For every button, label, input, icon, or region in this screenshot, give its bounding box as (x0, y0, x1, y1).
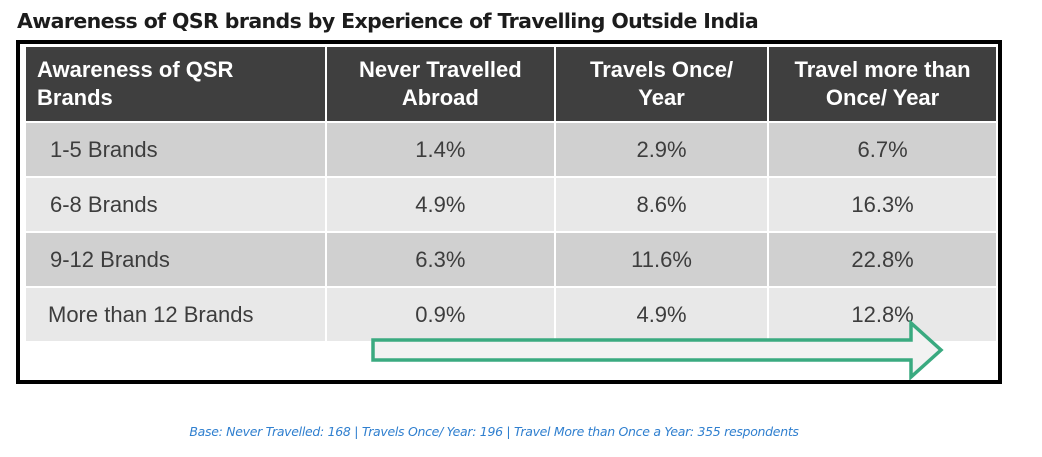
cell-never-travelled: 0.9% (326, 288, 554, 341)
table-row: 9-12 Brands 6.3% 11.6% 22.8% (26, 233, 996, 286)
cell-never-travelled: 6.3% (326, 233, 554, 286)
header-travel-more: Travel more than Once/ Year (769, 47, 996, 121)
header-travels-once: Travels Once/ Year (555, 47, 768, 121)
cell-travels-once: 8.6% (555, 178, 768, 231)
cell-travels-once: 4.9% (555, 288, 768, 341)
cell-travels-once: 2.9% (555, 123, 768, 176)
table-row: 6-8 Brands 4.9% 8.6% 16.3% (26, 178, 996, 231)
cell-travel-more: 16.3% (769, 178, 996, 231)
header-never-travelled-line2: Abroad (401, 85, 479, 110)
cell-travels-once: 11.6% (555, 233, 768, 286)
header-travels-once-line2: Year (638, 85, 685, 110)
table-row: More than 12 Brands 0.9% 4.9% 12.8% (26, 288, 996, 341)
header-travel-more-line2: Once/ Year (825, 85, 940, 110)
base-footnote: Base: Never Travelled: 168 | Travels Onc… (189, 424, 799, 439)
header-never-travelled-line1: Never Travelled (358, 57, 522, 82)
row-label: 1-5 Brands (26, 123, 325, 176)
row-label: 6-8 Brands (26, 178, 325, 231)
header-never-travelled: Never Travelled Abroad (326, 47, 554, 121)
table-frame: Awareness of QSR Brands Never Travelled … (16, 40, 1002, 384)
header-awareness-line2: Brands (37, 85, 113, 110)
header-travels-once-line1: Travels Once/ (589, 57, 734, 82)
right-arrow-icon (371, 320, 944, 380)
header-travel-more-line1: Travel more than (794, 57, 971, 82)
cell-travel-more: 12.8% (769, 288, 996, 341)
awareness-table: Awareness of QSR Brands Never Travelled … (24, 45, 998, 343)
header-awareness: Awareness of QSR Brands (26, 47, 325, 121)
row-label: More than 12 Brands (26, 288, 325, 341)
cell-never-travelled: 1.4% (326, 123, 554, 176)
header-awareness-line1: Awareness of QSR (37, 57, 234, 82)
table-header-row: Awareness of QSR Brands Never Travelled … (26, 47, 996, 121)
cell-travel-more: 22.8% (769, 233, 996, 286)
cell-never-travelled: 4.9% (326, 178, 554, 231)
cell-travel-more: 6.7% (769, 123, 996, 176)
row-label: 9-12 Brands (26, 233, 325, 286)
page-title: Awareness of QSR brands by Experience of… (17, 9, 759, 33)
table-row: 1-5 Brands 1.4% 2.9% 6.7% (26, 123, 996, 176)
